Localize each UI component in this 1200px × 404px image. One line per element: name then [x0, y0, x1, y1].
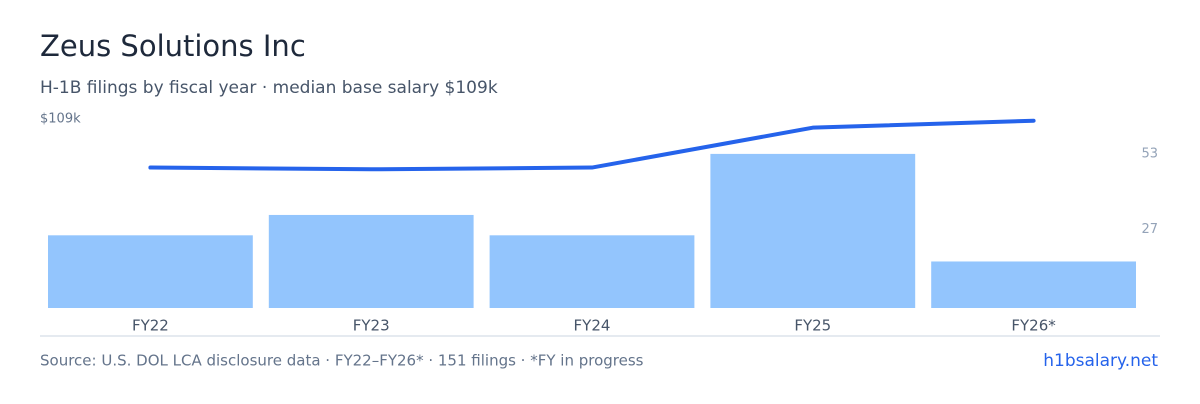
- bar: [489, 235, 695, 308]
- site-link[interactable]: h1bsalary.net: [1043, 351, 1158, 371]
- salary-line: [148, 118, 1036, 172]
- y2-tick-label: 53: [1141, 146, 1158, 161]
- x-tick-label: FY24: [574, 317, 611, 335]
- bar: [268, 214, 474, 308]
- bar: [48, 235, 253, 308]
- chart-title: Zeus Solutions Inc: [40, 29, 306, 63]
- y2-tick-label: 27: [1141, 222, 1158, 237]
- x-tick-label: FY22: [132, 317, 169, 335]
- x-tick-label: FY26*: [1011, 317, 1056, 335]
- x-tick-label: FY23: [353, 317, 390, 335]
- footer-source: Source: U.S. DOL LCA disclosure data · F…: [40, 352, 644, 370]
- y-tick-label: $109k: [40, 112, 81, 127]
- bar: [931, 261, 1136, 308]
- bar: [710, 153, 916, 308]
- chart-subtitle: H-1B filings by fiscal year · median bas…: [40, 78, 498, 98]
- x-tick-label: FY25: [794, 317, 831, 335]
